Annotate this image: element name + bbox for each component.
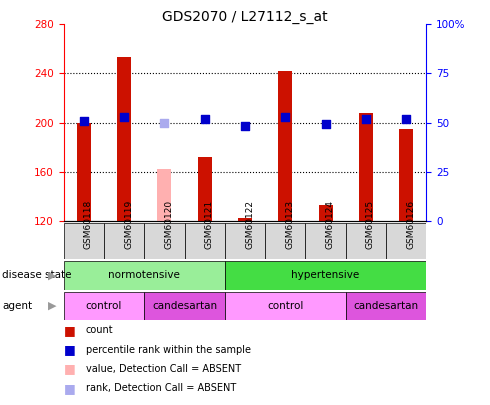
Bar: [197, 157, 212, 221]
Bar: [144, 223, 185, 259]
Text: GSM60124: GSM60124: [325, 200, 335, 249]
Text: GSM60118: GSM60118: [84, 200, 93, 249]
Text: GSM60121: GSM60121: [205, 200, 214, 249]
Bar: [305, 223, 346, 259]
Text: control: control: [267, 301, 303, 311]
Text: GSM60125: GSM60125: [366, 200, 375, 249]
Text: value, Detection Call = ABSENT: value, Detection Call = ABSENT: [86, 364, 241, 374]
Bar: [386, 223, 426, 259]
Bar: [238, 218, 252, 221]
Point: [80, 117, 88, 124]
Bar: [104, 223, 144, 259]
Text: normotensive: normotensive: [108, 271, 180, 280]
Point: [321, 121, 329, 128]
Text: rank, Detection Call = ABSENT: rank, Detection Call = ABSENT: [86, 384, 236, 393]
Point: [402, 115, 410, 122]
Bar: [64, 223, 104, 259]
Text: GSM60126: GSM60126: [406, 200, 415, 249]
Text: ■: ■: [64, 382, 75, 395]
Point: [201, 115, 209, 122]
Text: ■: ■: [64, 362, 75, 375]
Bar: [77, 122, 91, 221]
Bar: [346, 223, 386, 259]
Text: percentile rank within the sample: percentile rank within the sample: [86, 345, 251, 354]
Bar: [185, 223, 225, 259]
Text: ■: ■: [64, 343, 75, 356]
Text: ■: ■: [64, 324, 75, 337]
Text: GSM60119: GSM60119: [124, 200, 133, 249]
Text: count: count: [86, 325, 113, 335]
Bar: [318, 205, 333, 221]
Point: [362, 115, 370, 122]
Bar: [64, 292, 144, 320]
Point: [120, 113, 128, 120]
Bar: [117, 58, 131, 221]
Text: ▶: ▶: [48, 301, 56, 311]
Bar: [225, 292, 346, 320]
Text: GSM60122: GSM60122: [245, 200, 254, 249]
Bar: [359, 113, 373, 221]
Text: ▶: ▶: [48, 271, 56, 280]
Bar: [144, 292, 225, 320]
Bar: [346, 292, 426, 320]
Text: GDS2070 / L27112_s_at: GDS2070 / L27112_s_at: [162, 10, 328, 24]
Text: agent: agent: [2, 301, 32, 311]
Text: disease state: disease state: [2, 271, 72, 280]
Bar: [225, 261, 426, 290]
Bar: [157, 169, 171, 221]
Text: GSM60123: GSM60123: [285, 200, 294, 249]
Text: candesartan: candesartan: [353, 301, 418, 311]
Text: control: control: [86, 301, 122, 311]
Bar: [64, 261, 225, 290]
Bar: [265, 223, 305, 259]
Point: [281, 113, 289, 120]
Point: [241, 123, 249, 130]
Text: candesartan: candesartan: [152, 301, 217, 311]
Text: GSM60120: GSM60120: [165, 200, 173, 249]
Bar: [399, 129, 413, 221]
Point: [161, 119, 169, 126]
Text: hypertensive: hypertensive: [292, 271, 360, 280]
Bar: [278, 71, 293, 221]
Bar: [225, 223, 265, 259]
